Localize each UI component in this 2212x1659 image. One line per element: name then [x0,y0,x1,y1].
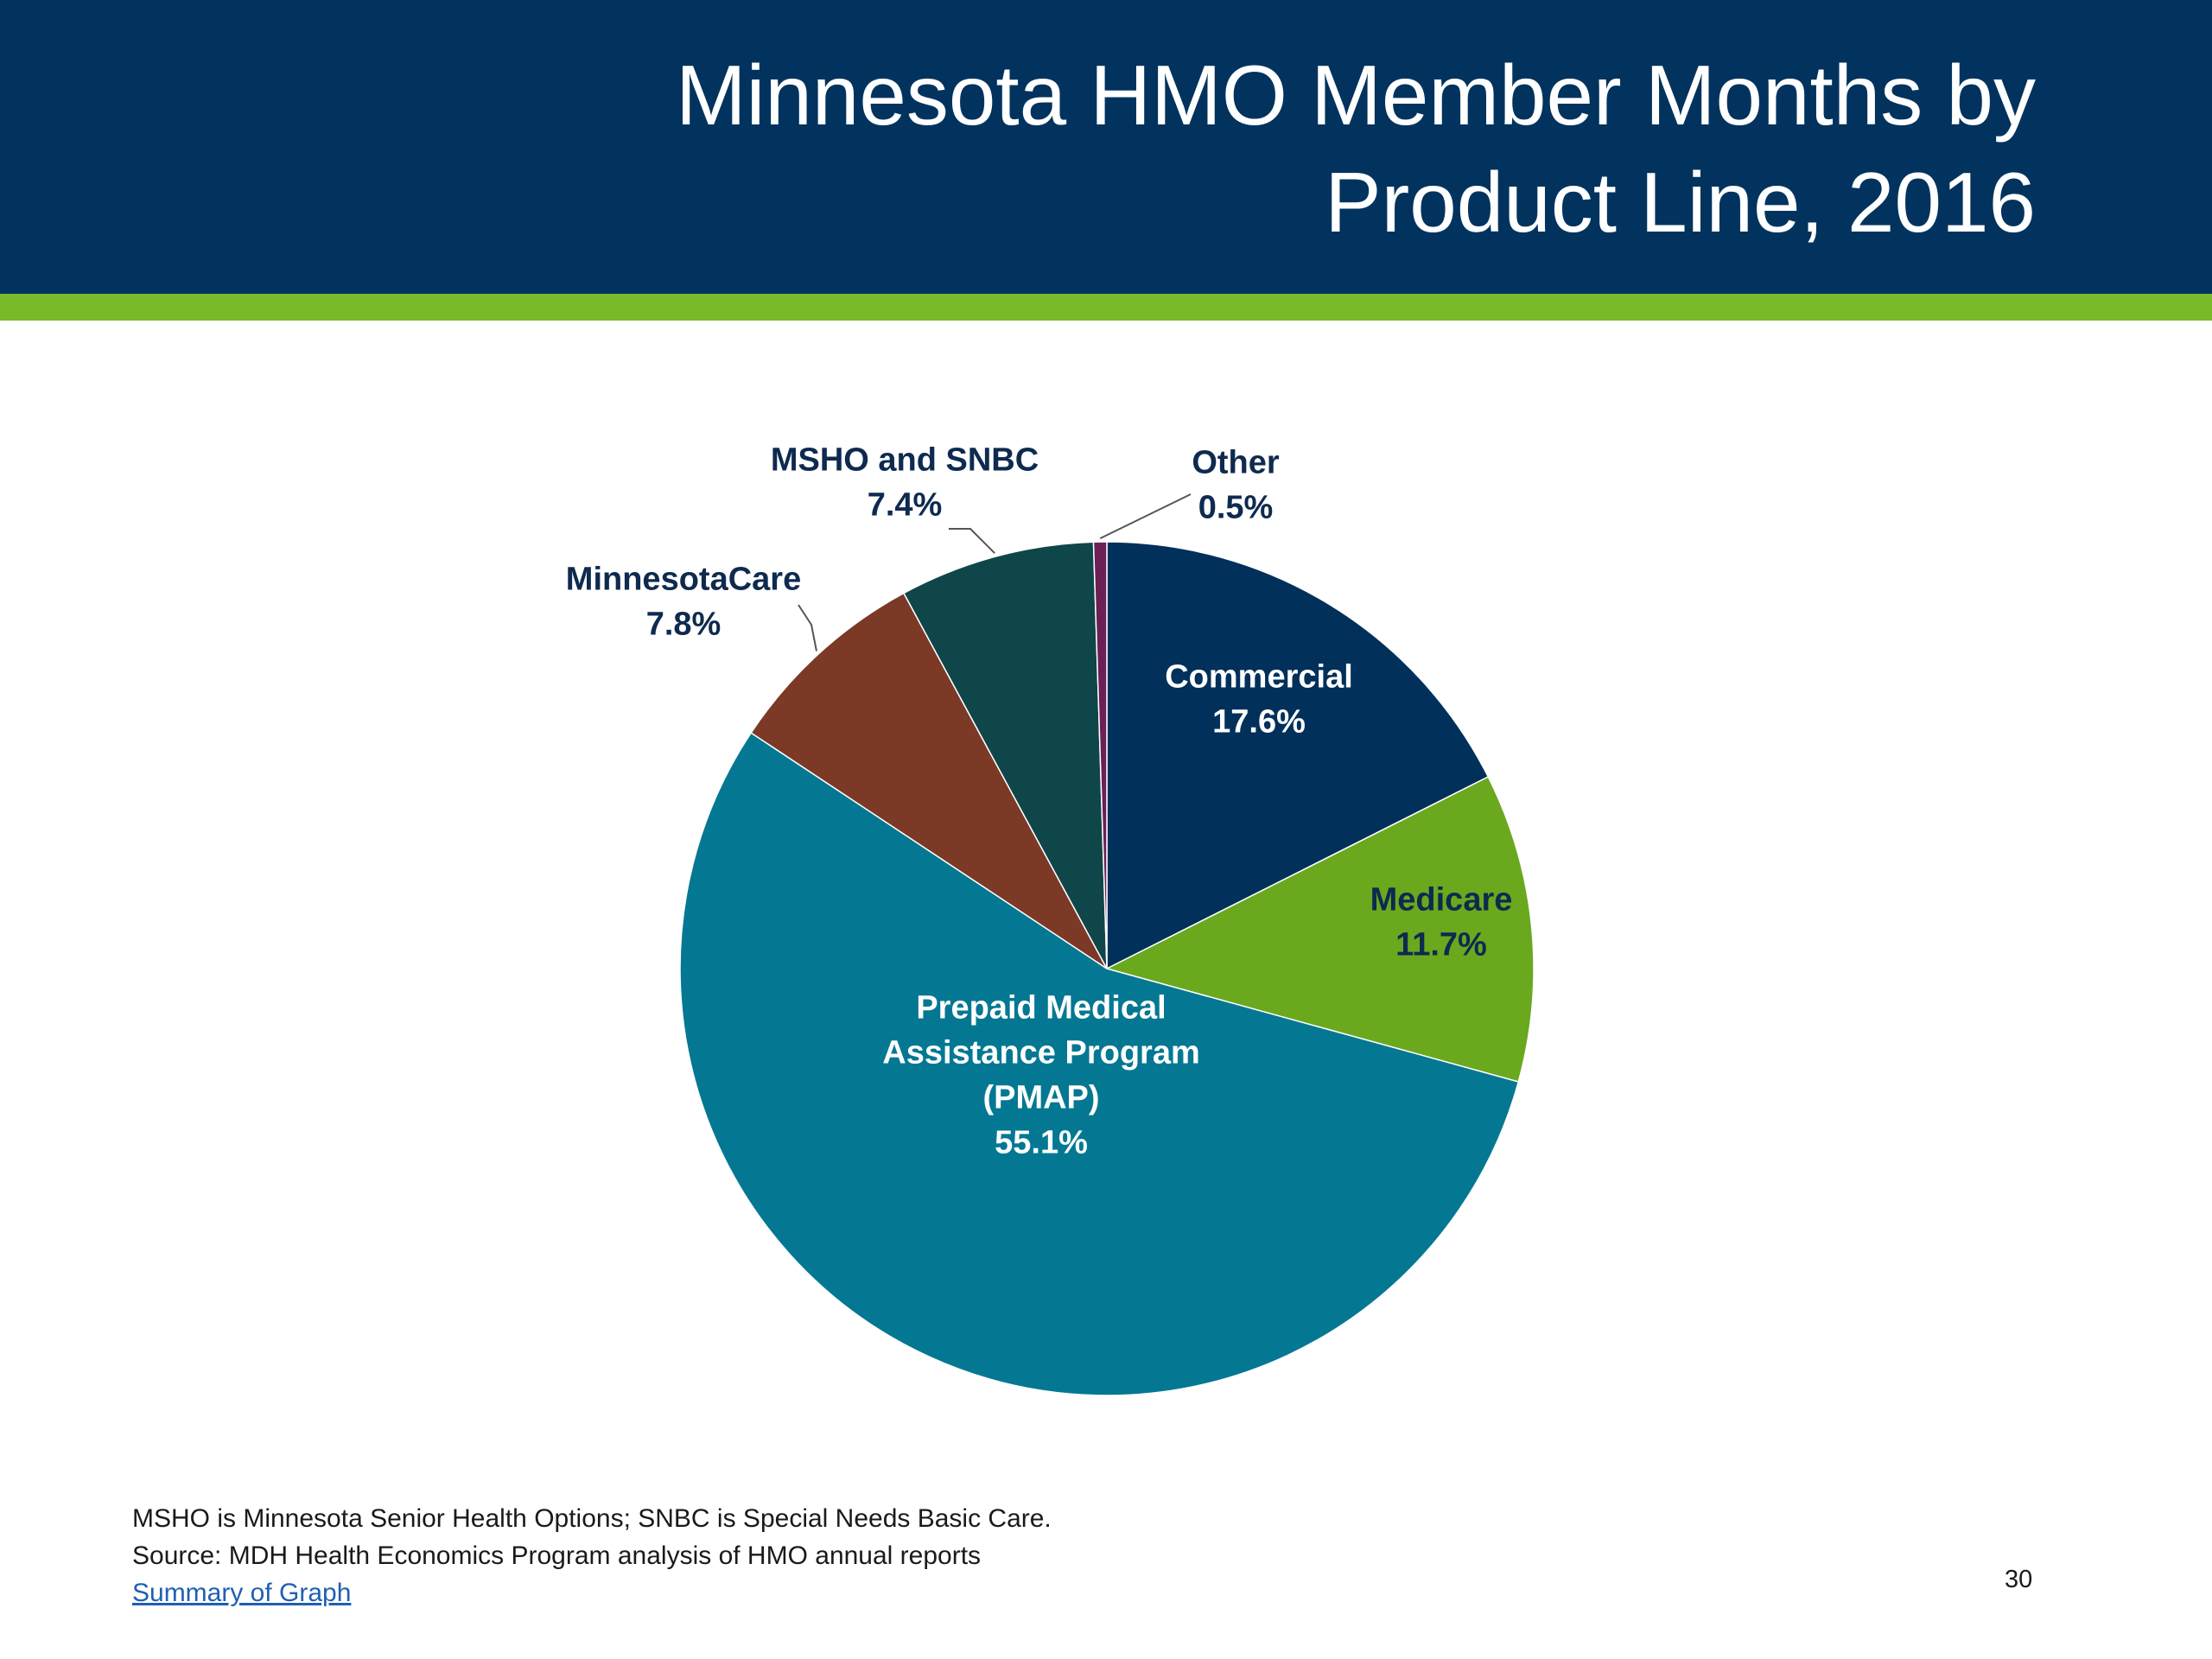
accent-bar [0,294,2212,321]
slice-label-minnesotacare: MinnesotaCare 7.8% [566,561,801,642]
page-number: 30 [2005,1566,2033,1593]
slice-label-prepaid-medical-assistance-program-pmap: Prepaid Medical Assistance Program (PMAP) 5… [882,989,1200,1160]
slice-label-other: Other 0.5% [1192,444,1280,525]
pie-slice-medicare [1104,776,1535,1083]
slide-title-line-1: Minnesota HMO Member Months by [676,48,2036,143]
title-banner: Minnesota HMO Member Months by Product L… [0,0,2212,294]
pie-slice-prepaid-medical-assistance-program-pmap [679,732,1520,1396]
slice-labels: Commercial 17.6% Medicare 11.7% Prepaid Medi… [566,442,1513,1160]
slice-value-label: 17.6% [1212,703,1306,740]
slice-value-label: 55.1% [995,1124,1088,1160]
slice-label-medicare: Medicare 11.7% [1370,881,1513,963]
leader-lines [798,493,1192,652]
slice-label-msho-and-snbc: MSHO and SNBC 7.4% [771,442,1039,523]
footnote-definitions: MSHO is Minnesota Senior Health Options;… [132,1504,1052,1533]
pie-slices [679,541,1535,1396]
slice-name-label: Prepaid Medical [916,989,1166,1026]
slice-name-label: Other [1192,444,1280,480]
slice-value-label: 11.7% [1395,926,1487,963]
pie-slice-other [1092,541,1108,969]
summary-of-graph-link[interactable]: Summary of Graph [132,1579,352,1607]
slide-title: Minnesota HMO Member Months by Product L… [394,41,2036,256]
slice-name-label: (PMAP) [982,1079,1099,1116]
slice-name-label: MinnesotaCare [566,561,801,597]
footnote-source: Source: MDH Health Economics Program ana… [132,1541,982,1570]
pie-slice-commercial [1106,541,1490,970]
leader-line-other [1099,493,1192,539]
slice-value-label: 0.5% [1198,489,1274,525]
slice-name-label: Assistance Program [882,1034,1200,1071]
pie-slice-minnesotacare [750,592,1108,969]
slice-value-label: 7.8% [646,606,721,642]
slice-value-label: 7.4% [868,486,943,523]
footnote: MSHO is Minnesota Senior Health Options;… [132,1500,1052,1611]
slice-name-label: Medicare [1370,881,1513,918]
slide-title-line-2: Product Line, 2016 [1325,155,2036,250]
leader-line-minnesotacare [798,604,817,652]
pie-slice-msho-and-snbc [902,541,1108,969]
slice-name-label: MSHO and SNBC [771,442,1039,478]
leader-line-msho-and-snbc [949,528,995,554]
slice-label-commercial: Commercial 17.6% [1165,658,1353,740]
slice-name-label: Commercial [1165,658,1353,695]
